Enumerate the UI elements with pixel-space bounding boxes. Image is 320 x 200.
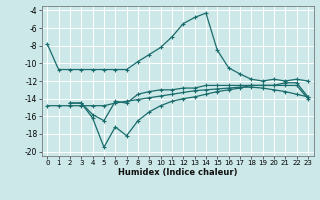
- X-axis label: Humidex (Indice chaleur): Humidex (Indice chaleur): [118, 168, 237, 177]
